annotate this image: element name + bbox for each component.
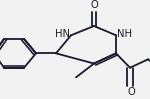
Text: O: O [90, 0, 98, 10]
Text: NH: NH [117, 29, 132, 39]
Text: O: O [128, 87, 135, 97]
Text: HN: HN [55, 29, 70, 39]
